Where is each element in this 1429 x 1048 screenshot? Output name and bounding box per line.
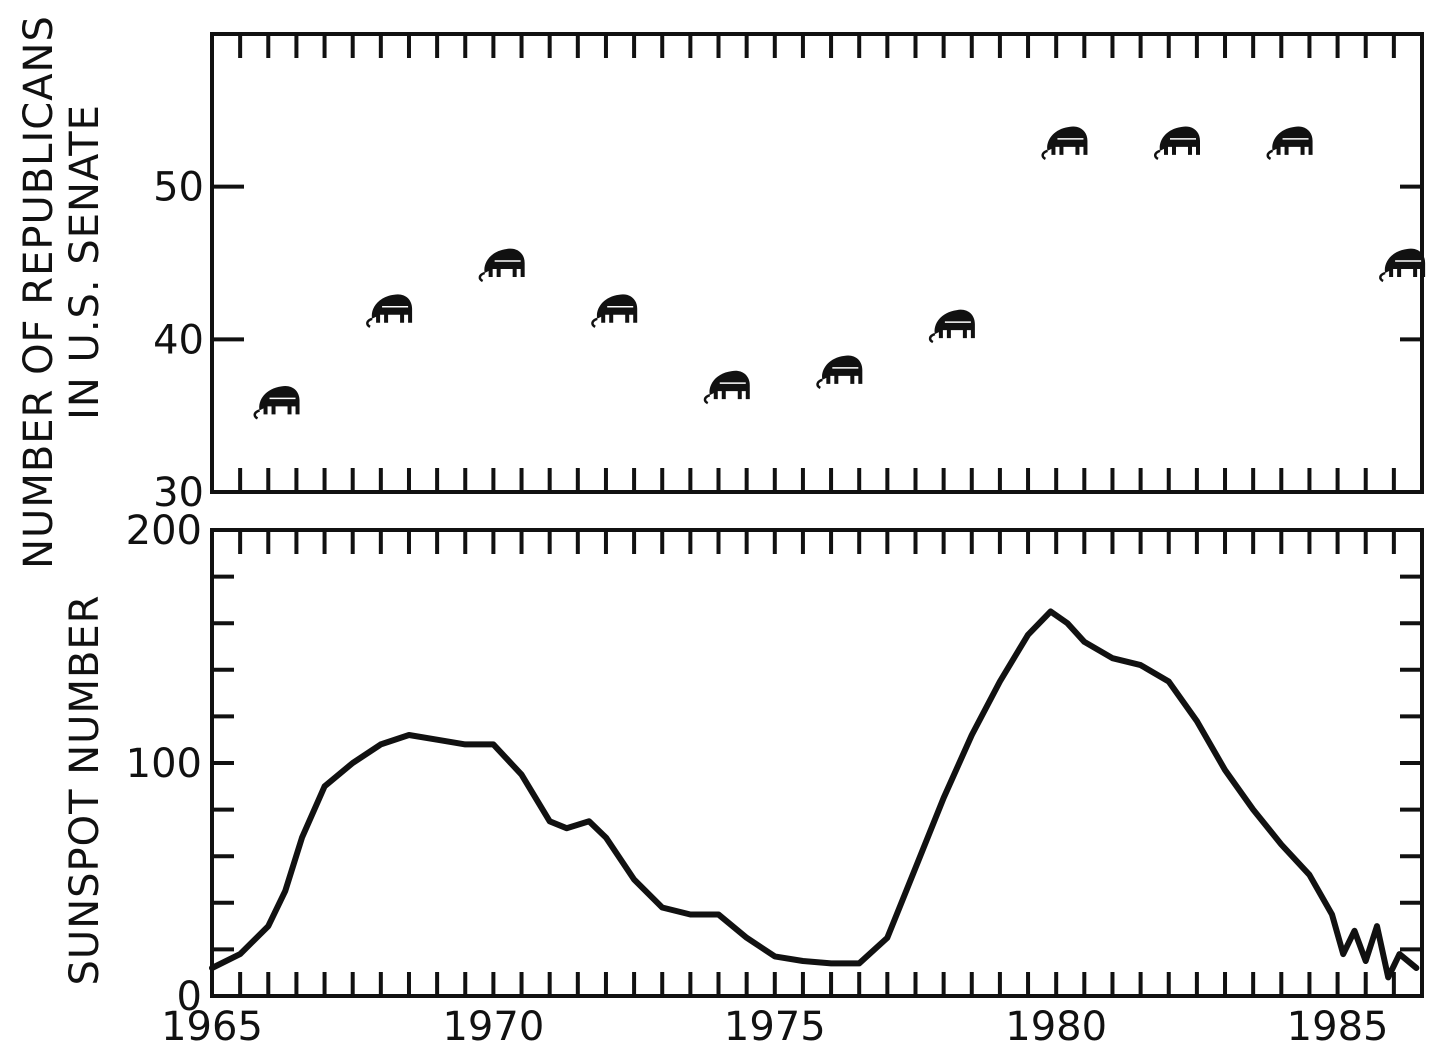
- sunspot-y-tick-label: 0: [177, 974, 202, 1020]
- sunspot-x-tick-label: 1975: [724, 1004, 826, 1048]
- senate-y-tick-label: 50: [153, 165, 204, 211]
- sunspot-y-tick-label: 200: [126, 508, 202, 554]
- senate-y-tick-labels: 30 40 50: [153, 165, 204, 516]
- sunspot-y-tick-labels: 0 100 200: [126, 508, 202, 1020]
- elephant-icon: [703, 369, 752, 405]
- senate-y-tick-label: 30: [153, 470, 204, 516]
- sunspot-x-tick-label: 1970: [442, 1004, 544, 1048]
- elephant-icon: [478, 247, 526, 283]
- sunspot-x-tick-label: 1980: [1005, 1004, 1107, 1048]
- elephant-icon: [253, 384, 301, 420]
- senate-y-axis-title-line2: IN U.S. SENATE: [62, 104, 108, 420]
- sunspot-plot-frame: [210, 528, 1424, 998]
- sunspot-y-tick-label: 100: [126, 741, 202, 787]
- sunspot-x-tick-labels: 1965 1970 1975 1980 1985: [161, 1004, 1388, 1048]
- elephant-icon: [1153, 125, 1202, 161]
- senate-markers: [253, 125, 1427, 420]
- elephant-icon: [366, 293, 414, 329]
- elephant-icon: [591, 293, 639, 329]
- senate-panel: 30 40 50 NUMBER OF REPUBLICANS IN U.S. SEN…: [16, 15, 1427, 569]
- sunspot-x-ticks: [210, 530, 1424, 996]
- sunspot-x-tick-label: 1965: [161, 1004, 263, 1048]
- sunspot-y-ticks: [212, 528, 1422, 998]
- elephant-icon: [1379, 247, 1427, 283]
- elephant-icon: [1266, 125, 1314, 161]
- senate-y-axis-title-line1: NUMBER OF REPUBLICANS: [16, 15, 62, 569]
- sunspot-y-axis-title: SUNSPOT NUMBER: [62, 595, 108, 986]
- senate-y-ticks: [212, 184, 1422, 494]
- senate-x-ticks: [210, 34, 1424, 492]
- elephant-icon: [928, 308, 977, 344]
- sunspot-series-line: [209, 608, 1420, 981]
- sunspot-x-tick-label: 1985: [1287, 1004, 1389, 1048]
- sunspot-panel: 0 100 200 1965 1970 1975 1980 1985 SUNSPOT NUM…: [62, 508, 1424, 1048]
- senate-plot-frame: [210, 32, 1424, 494]
- elephant-icon: [816, 354, 864, 390]
- elephant-icon: [1041, 125, 1089, 161]
- senate-y-tick-label: 40: [153, 317, 204, 363]
